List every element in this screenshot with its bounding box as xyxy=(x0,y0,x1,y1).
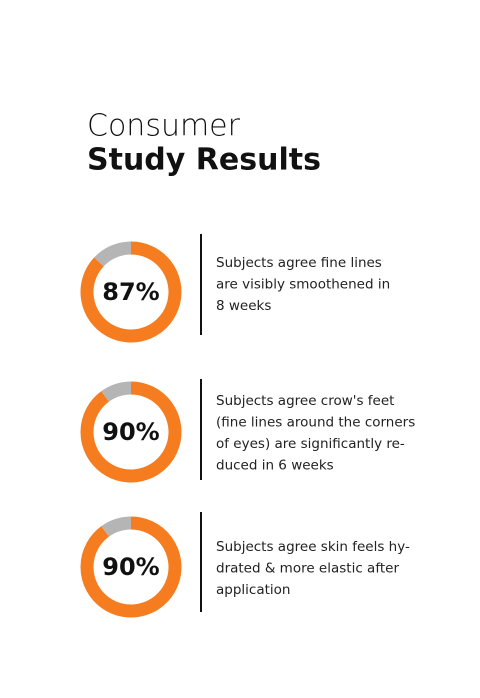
center-label: 90% xyxy=(102,418,159,446)
center-label: 90% xyxy=(102,553,159,581)
description-line: of eyes) are significantly re- xyxy=(216,436,405,452)
description-line: Subjects agree fine lines xyxy=(216,255,382,271)
donut-segment xyxy=(80,381,182,483)
description-line: duced in 6 weeks xyxy=(216,458,334,474)
title-light: Consumer xyxy=(87,109,241,144)
description-line: 8 weeks xyxy=(216,298,271,314)
donut-segment xyxy=(80,516,182,618)
description-line: (fine lines around the corners xyxy=(216,415,415,431)
title-bold: Study Results xyxy=(87,143,321,178)
donut-segment xyxy=(94,241,132,267)
donut-segment xyxy=(101,516,132,537)
donut-segment xyxy=(101,381,132,402)
center-label: 87% xyxy=(102,278,159,306)
description-line: Subjects agree crow's feet xyxy=(216,393,394,409)
description-line: application xyxy=(216,582,290,598)
description-line: are visibly smoothened in xyxy=(216,277,390,293)
description-line: Subjects agree skin feels hy- xyxy=(216,539,410,555)
donut-segment xyxy=(80,241,182,343)
description-line: drated & more elastic after xyxy=(216,561,399,577)
